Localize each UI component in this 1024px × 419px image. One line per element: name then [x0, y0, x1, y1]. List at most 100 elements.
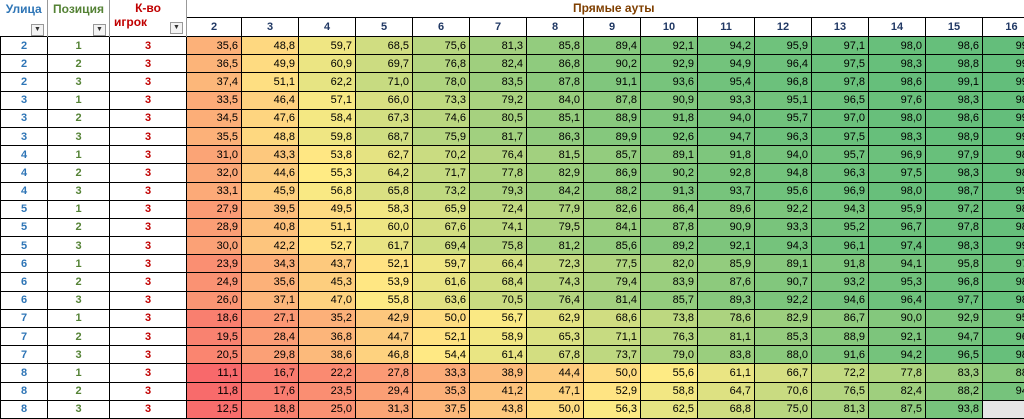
cell-value[interactable]: 53,8 [299, 146, 356, 164]
cell-value[interactable]: 90,7 [755, 273, 812, 291]
cell-value[interactable]: 87,5 [869, 400, 926, 418]
cell-value[interactable]: 43,7 [299, 255, 356, 273]
cell-value[interactable]: 60,0 [356, 218, 413, 236]
cell-value[interactable]: 68,6 [584, 309, 641, 327]
cell-value[interactable]: 47,6 [242, 109, 299, 127]
cell-value[interactable]: 87,8 [641, 218, 698, 236]
cell-value[interactable]: 44,7 [356, 328, 413, 346]
cell-value[interactable]: 91,8 [698, 146, 755, 164]
cell-street[interactable]: 2 [1, 73, 48, 91]
cell-value[interactable]: 52,7 [299, 237, 356, 255]
cell-value[interactable]: 31,0 [187, 146, 242, 164]
cell-value[interactable]: 82,0 [641, 255, 698, 273]
cell-position[interactable]: 1 [48, 255, 110, 273]
cell-value[interactable]: 50,0 [413, 309, 470, 327]
cell-position[interactable]: 1 [48, 37, 110, 55]
cell-value[interactable]: 51,1 [299, 218, 356, 236]
cell-value[interactable]: 84,0 [527, 91, 584, 109]
cell-value[interactable]: 89,2 [641, 237, 698, 255]
cell-value[interactable]: 68,8 [698, 400, 755, 418]
cell-value[interactable]: 66,7 [755, 364, 812, 382]
cell-value[interactable]: 28,4 [242, 328, 299, 346]
cell-value[interactable]: 94,6 [812, 291, 869, 309]
cell-value[interactable]: 90,9 [641, 91, 698, 109]
cell-players[interactable]: 3 [110, 37, 187, 55]
cell-value[interactable]: 98,7 [983, 291, 1024, 309]
cell-value[interactable]: 36,8 [299, 328, 356, 346]
cell-value[interactable]: 57,1 [299, 91, 356, 109]
cell-value[interactable]: 97,8 [926, 218, 983, 236]
cell-value[interactable]: 34,5 [187, 109, 242, 127]
cell-street[interactable]: 6 [1, 255, 48, 273]
cell-value[interactable]: 96,8 [755, 73, 812, 91]
cell-position[interactable]: 2 [48, 328, 110, 346]
cell-value[interactable]: 55,8 [356, 291, 413, 309]
cell-value[interactable]: 96,4 [755, 55, 812, 73]
cell-value[interactable]: 98,6 [983, 218, 1024, 236]
cell-value[interactable]: 68,7 [356, 127, 413, 145]
cell-value[interactable]: 91,6 [812, 346, 869, 364]
cell-value[interactable]: 61,1 [698, 364, 755, 382]
cell-value[interactable]: 81,3 [470, 37, 527, 55]
cell-value[interactable]: 92,1 [698, 237, 755, 255]
cell-value[interactable]: 29,8 [242, 346, 299, 364]
cell-value[interactable]: 47,0 [299, 291, 356, 309]
cell-value[interactable]: 34,3 [242, 255, 299, 273]
cell-position[interactable]: 3 [48, 182, 110, 200]
cell-value[interactable]: 92,1 [641, 37, 698, 55]
cell-value[interactable]: 64,2 [356, 164, 413, 182]
cell-value[interactable]: 60,9 [299, 55, 356, 73]
cell-value[interactable]: 88,9 [584, 109, 641, 127]
cell-value[interactable]: 81,7 [470, 127, 527, 145]
cell-value[interactable]: 85,8 [527, 37, 584, 55]
cell-value[interactable]: 91,1 [584, 73, 641, 91]
cell-value[interactable]: 88,2 [926, 382, 983, 400]
cell-players[interactable]: 3 [110, 182, 187, 200]
cell-value[interactable]: 86,3 [527, 127, 584, 145]
cell-value[interactable]: 55,3 [299, 164, 356, 182]
cell-value[interactable]: 87,8 [527, 73, 584, 91]
cell-value[interactable]: 86,7 [812, 309, 869, 327]
cell-value[interactable]: 78,0 [413, 73, 470, 91]
cell-value[interactable]: 35,2 [299, 309, 356, 327]
cell-value[interactable]: 85,3 [755, 328, 812, 346]
cell-value[interactable]: 97,4 [869, 237, 926, 255]
cell-value[interactable]: 89,4 [584, 37, 641, 55]
cell-position[interactable]: 1 [48, 364, 110, 382]
cell-value[interactable]: 92,6 [641, 127, 698, 145]
cell-value[interactable]: 98,0 [869, 109, 926, 127]
cell-value[interactable]: 74,1 [470, 218, 527, 236]
cell-players[interactable]: 3 [110, 237, 187, 255]
cell-value[interactable]: 97,5 [812, 127, 869, 145]
cell-value[interactable]: 55,6 [641, 364, 698, 382]
cell-value[interactable]: 96,3 [755, 127, 812, 145]
cell-position[interactable]: 3 [48, 237, 110, 255]
cell-value[interactable]: 91,8 [641, 109, 698, 127]
cell-value[interactable]: 63,6 [413, 291, 470, 309]
cell-value[interactable]: 82,4 [470, 55, 527, 73]
cell-value[interactable]: 98,0 [983, 273, 1024, 291]
cell-value[interactable]: 85,7 [641, 291, 698, 309]
cell-position[interactable]: 3 [48, 127, 110, 145]
cell-value[interactable]: 95,2 [812, 218, 869, 236]
cell-value[interactable]: 89,6 [698, 200, 755, 218]
cell-value[interactable]: 82,4 [869, 382, 926, 400]
cell-street[interactable]: 3 [1, 127, 48, 145]
cell-value[interactable]: 98,6 [983, 146, 1024, 164]
cell-value[interactable]: 35,6 [187, 37, 242, 55]
cell-value[interactable]: 98,7 [926, 182, 983, 200]
cell-value[interactable]: 49,5 [299, 200, 356, 218]
cell-value[interactable]: 98,6 [926, 109, 983, 127]
cell-value[interactable]: 95,9 [755, 37, 812, 55]
cell-value[interactable]: 58,9 [470, 328, 527, 346]
cell-value[interactable]: 49,9 [242, 55, 299, 73]
cell-value[interactable]: 72,4 [470, 200, 527, 218]
cell-value[interactable]: 47,1 [527, 382, 584, 400]
cell-value[interactable]: 99,1 [983, 37, 1024, 55]
cell-value[interactable]: 74,3 [527, 273, 584, 291]
cell-value[interactable]: 96,8 [983, 328, 1024, 346]
cell-value[interactable]: 45,9 [242, 182, 299, 200]
cell-value[interactable]: 75,9 [413, 127, 470, 145]
cell-value[interactable]: 41,2 [470, 382, 527, 400]
cell-value[interactable]: 58,3 [356, 200, 413, 218]
